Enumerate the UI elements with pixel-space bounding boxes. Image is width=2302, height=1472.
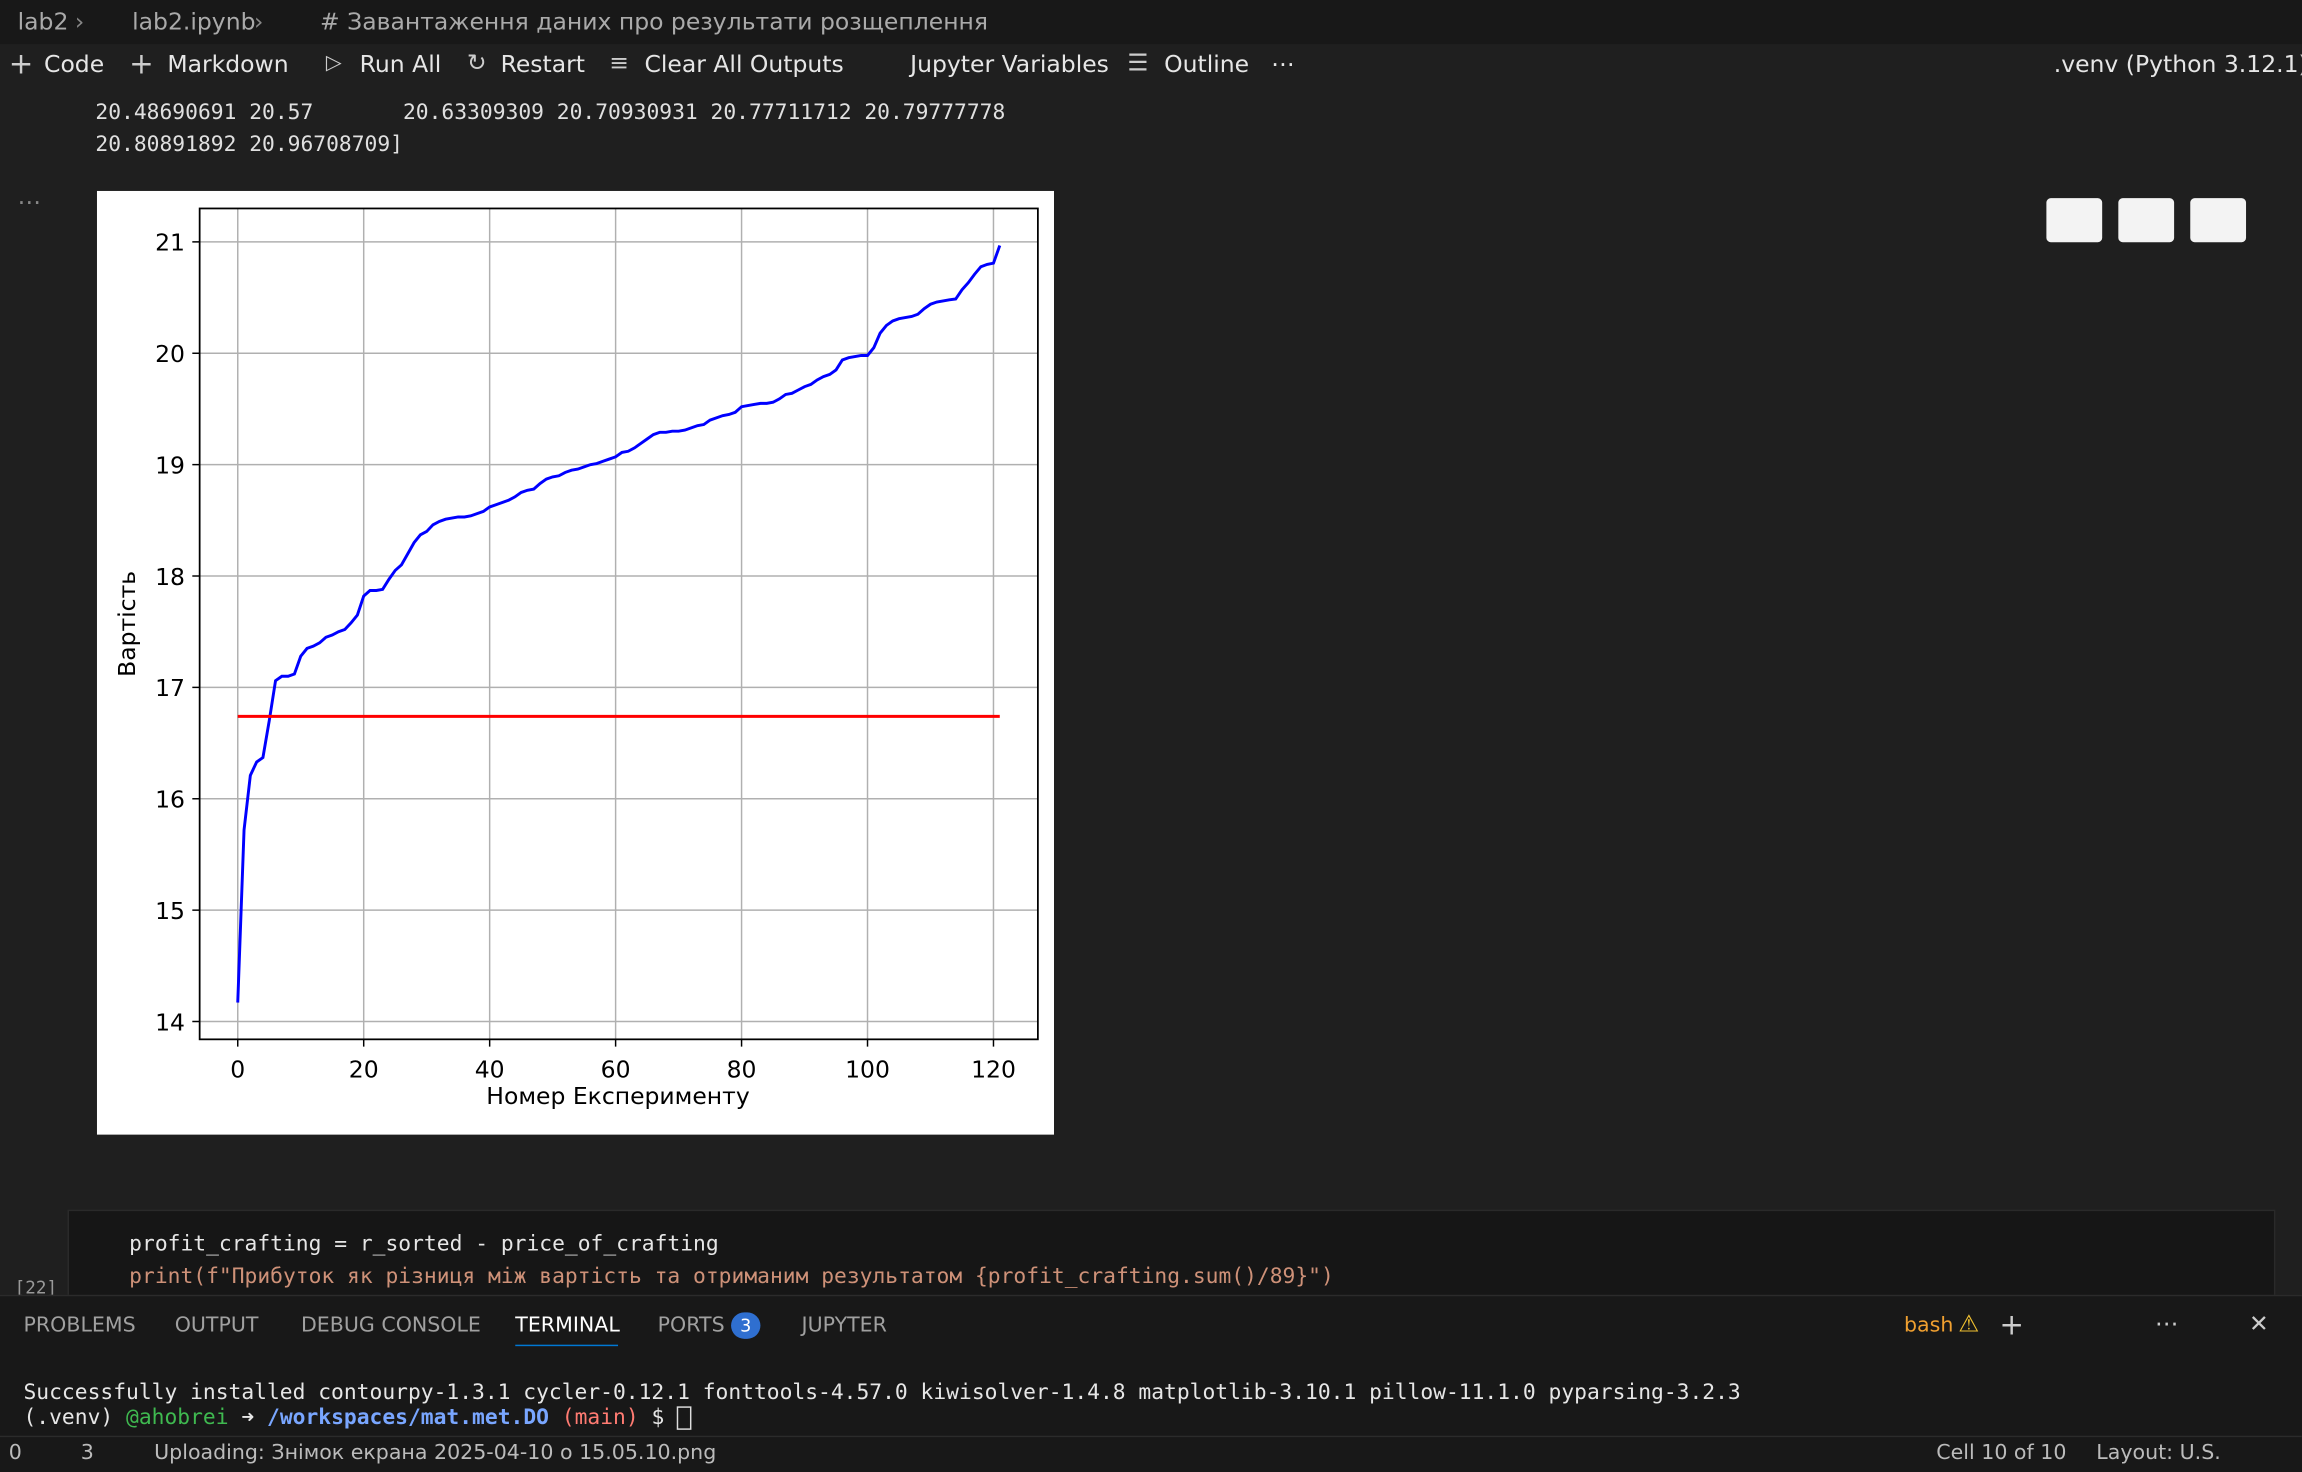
y-tick-label: 17 <box>155 674 185 702</box>
data-line <box>236 245 1002 1003</box>
y-tick-label: 20 <box>155 340 185 368</box>
x-tick-label: 20 <box>349 1056 379 1084</box>
panel-tab[interactable]: DEBUG CONSOLE <box>300 1313 481 1338</box>
warning-icon: ⚠ <box>1958 1309 1980 1338</box>
y-axis-label: Вартість <box>113 571 141 677</box>
terminal-prompt: (.venv) @ahobrei ➜ /workspaces/mat.met.D… <box>23 1406 692 1430</box>
panel-tab-active[interactable]: TERMINAL <box>515 1313 620 1338</box>
branch: (main) <box>561 1406 639 1430</box>
y-tick-label: 16 <box>155 786 185 814</box>
cursor <box>677 1406 692 1430</box>
close[interactable]: ✕ <box>2248 1309 2269 1338</box>
toolbar-button[interactable]: Restart <box>500 49 586 78</box>
x-tick-label: 80 <box>727 1056 757 1084</box>
toolbar-button[interactable]: Clear All Outputs <box>644 49 844 78</box>
breadcrumb-bar <box>0 0 2302 45</box>
y-tick-label: 19 <box>155 451 185 479</box>
breadcrumb-item[interactable]: # Завантаження даних про результати розщ… <box>320 7 989 36</box>
figure-background <box>96 190 1055 1135</box>
plot-frame <box>198 207 1039 1041</box>
status-ports[interactable]: 3 <box>80 1441 94 1466</box>
save-button[interactable] <box>2190 198 2247 243</box>
icon: + <box>8 45 34 81</box>
icon: + <box>129 45 154 81</box>
toolbar-button[interactable]: Code <box>44 49 105 78</box>
panel-tab[interactable]: JUPYTER <box>801 1313 887 1338</box>
chart: Номер Експерименту Вартість 0 20 40 60 80 100… <box>96 190 1055 1135</box>
path: /workspaces/mat.met.DO <box>267 1406 549 1430</box>
y-tick-label: 18 <box>155 563 185 591</box>
terminal-line: Successfully installed contourpy-1.3.1 c… <box>23 1381 1741 1405</box>
x-tick-label: 100 <box>845 1056 890 1084</box>
status-bar <box>0 1435 2302 1472</box>
x-tick-label: 120 <box>971 1056 1016 1084</box>
panel-tab[interactable]: PROBLEMS <box>23 1313 136 1338</box>
x-tick-label: 0 <box>230 1056 245 1084</box>
toolbar-button[interactable]: Jupyter Variables <box>910 49 1109 78</box>
separator: › <box>74 7 85 36</box>
x-tick-label: 40 <box>475 1056 505 1084</box>
status-layout[interactable]: Layout: U.S. <box>2096 1441 2221 1466</box>
status-cell[interactable]: Cell 10 of 10 <box>1936 1441 2067 1466</box>
icon: ☰ <box>1127 48 1149 77</box>
code-line: profit_crafting = r_sorted - price_of_cr… <box>129 1233 719 1257</box>
y-tick-label: 15 <box>155 897 185 925</box>
copy-button[interactable] <box>2046 198 2103 243</box>
more[interactable]: ⋯ <box>1271 49 1295 78</box>
cell-prompt: [22] <box>14 1277 58 1298</box>
toolbar-button[interactable]: Markdown <box>167 49 289 78</box>
status-errors[interactable]: 0 <box>8 1441 22 1466</box>
code-cell[interactable] <box>67 1209 2276 1298</box>
toolbar-button[interactable]: Run All <box>359 49 442 78</box>
panel-tab[interactable]: OUTPUT <box>174 1313 259 1338</box>
venv: (.venv) <box>23 1406 114 1430</box>
icon: ↻ <box>466 48 487 77</box>
breadcrumb-item[interactable]: lab2.ipynb <box>132 7 256 36</box>
code-line: print(f"Прибуток як різниця між вартість… <box>129 1265 1334 1289</box>
dollar: $ <box>651 1406 665 1430</box>
panel-tab[interactable]: PORTS <box>657 1313 725 1338</box>
icon: ≡ <box>609 48 629 77</box>
toolbar-button[interactable]: Outline <box>1164 49 1250 78</box>
status-upload: Uploading: Знімок екрана 2025-04-10 о 15… <box>154 1441 717 1466</box>
separator: › <box>253 7 264 36</box>
badge: 3 <box>731 1312 761 1339</box>
more[interactable]: ⋯ <box>2155 1309 2179 1338</box>
arrow: ➜ <box>241 1406 255 1430</box>
shell-name[interactable]: bash <box>1903 1313 1954 1338</box>
user: @ahobrei <box>126 1406 229 1430</box>
more[interactable]: ⋯ <box>17 187 42 216</box>
output-line: 20.80891892 20.96708709] <box>95 133 403 158</box>
breadcrumb-item[interactable]: lab2 <box>17 7 69 36</box>
new-terminal[interactable]: + <box>1999 1306 2025 1342</box>
icon: ▷ <box>325 51 342 75</box>
y-tick-label: 21 <box>155 229 185 257</box>
output-line: 20.48690691 20.57 20.63309309 20.7093093… <box>95 101 1006 125</box>
panel <box>0 1294 2302 1438</box>
chart-button[interactable] <box>2118 198 2175 243</box>
kernel[interactable]: .venv (Python 3.12.1) <box>2053 49 2302 78</box>
x-axis-label: Номер Експерименту <box>486 1082 750 1110</box>
x-tick-label: 60 <box>601 1056 631 1084</box>
active-underline <box>515 1344 619 1347</box>
y-tick-label: 14 <box>155 1008 185 1036</box>
cell-output: 20.48690691 20.57 20.63309309 20.7093093… <box>95 97 1005 162</box>
